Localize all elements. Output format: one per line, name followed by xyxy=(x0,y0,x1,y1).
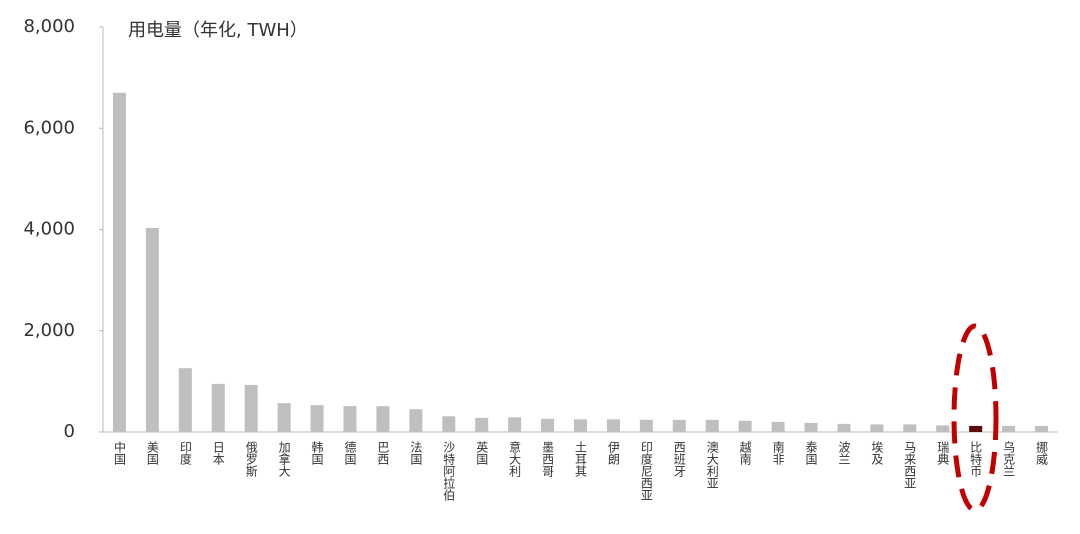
x-tick-label: 日本 xyxy=(211,441,225,466)
bar xyxy=(277,403,291,432)
x-tick-label: 意大利 xyxy=(508,440,522,477)
x-tick-label: 俄罗斯 xyxy=(244,441,258,478)
x-tick-label: 美国 xyxy=(145,441,159,465)
bar xyxy=(639,419,653,432)
bar xyxy=(969,425,983,432)
x-tick-label: 西班牙 xyxy=(672,441,686,477)
bar xyxy=(508,417,522,432)
x-tick-label: 墨西哥 xyxy=(541,441,555,477)
bar xyxy=(606,419,620,432)
bar xyxy=(936,425,950,432)
bar xyxy=(1002,425,1016,432)
x-tick-label: 挪威 xyxy=(1035,441,1049,466)
x-tick-label: 澳大利亚 xyxy=(705,441,719,489)
x-tick-label: 印度 xyxy=(178,441,192,465)
x-tick-label: 马来西亚 xyxy=(903,441,917,489)
x-tick-label: 巴西 xyxy=(376,441,390,465)
x-tick-label: 英国 xyxy=(475,441,489,465)
bar xyxy=(804,422,818,432)
bar xyxy=(903,424,917,432)
x-tick-label: 印度尼西亚 xyxy=(639,441,653,501)
highlight-ellipse xyxy=(951,323,999,513)
bar xyxy=(409,409,423,432)
x-tick-label: 泰国 xyxy=(804,441,818,465)
bar xyxy=(738,420,752,432)
bar xyxy=(837,423,851,432)
bar xyxy=(442,416,456,432)
bar xyxy=(475,417,489,432)
x-tick-label: 韩国 xyxy=(310,440,324,465)
x-tick-label: 加拿大 xyxy=(277,441,291,477)
bar xyxy=(672,419,686,432)
bar xyxy=(771,421,785,432)
bar xyxy=(343,406,357,432)
x-tick-label: 瑞典 xyxy=(936,441,950,465)
bar xyxy=(112,92,126,432)
y-tick-label: 8,000 xyxy=(23,16,75,37)
x-tick-label: 越南 xyxy=(738,441,752,465)
bar xyxy=(541,418,555,432)
x-tick-label: 沙特阿拉伯 xyxy=(442,441,456,501)
x-tick-label: 土耳其 xyxy=(574,441,588,477)
bar xyxy=(178,368,192,432)
x-tick-label: 埃及 xyxy=(870,441,884,465)
y-tick-label: 2,000 xyxy=(23,320,75,341)
y-tick-label: 4,000 xyxy=(23,219,75,240)
bar xyxy=(310,405,324,432)
bar xyxy=(145,227,159,432)
y-tick-label: 6,000 xyxy=(23,117,75,138)
bar xyxy=(705,419,719,432)
x-tick-label: 德国 xyxy=(343,440,357,465)
bar xyxy=(1035,425,1049,432)
x-tick-label: 法国 xyxy=(409,441,423,465)
x-tick-label: 比特币 xyxy=(969,441,983,477)
bar xyxy=(574,419,587,432)
bar xyxy=(376,406,390,432)
x-tick-label: 乌克兰 xyxy=(1002,440,1016,477)
x-tick-label: 中国 xyxy=(112,440,126,465)
bar xyxy=(870,424,884,432)
x-tick-label: 波兰 xyxy=(837,441,851,465)
x-tick-label: 南非 xyxy=(771,440,785,465)
x-tick-label: 伊朗 xyxy=(606,441,620,465)
chart-title: 用电量（年化, TWH） xyxy=(128,20,308,41)
y-tick-label: 0 xyxy=(64,421,75,442)
bar xyxy=(211,383,225,432)
bar xyxy=(244,384,258,432)
